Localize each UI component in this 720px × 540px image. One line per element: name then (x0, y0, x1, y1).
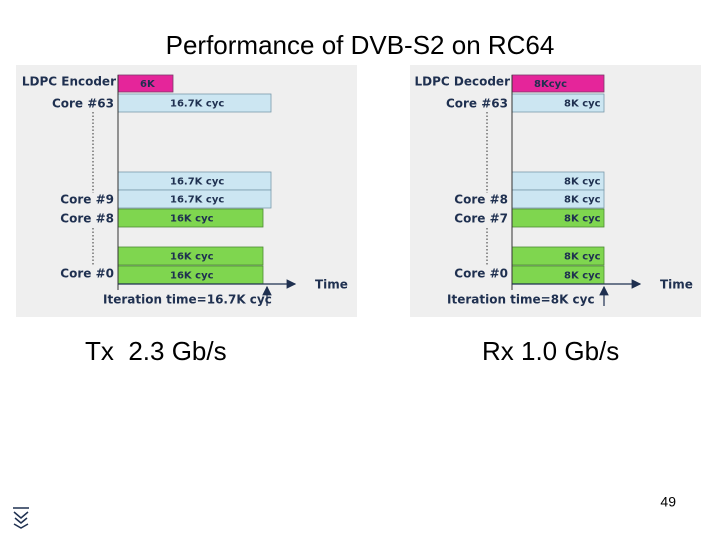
iteration-label: Iteration time=16.7K cyc (103, 293, 272, 307)
logo (13, 507, 29, 529)
cycle-bar-label: 8K cyc (564, 99, 601, 110)
cycle-bar-label: 8K cyc (564, 195, 601, 206)
cycle-bar-label: 16.7K cyc (170, 177, 224, 188)
core-label: Core #8 (60, 212, 114, 226)
cycle-bar-label: 8K cyc (564, 214, 601, 225)
page-number: 49 (660, 494, 676, 510)
iteration-label: Iteration time=8K cyc (447, 293, 595, 307)
cycle-bar-label: 16.7K cyc (170, 99, 224, 110)
core-label: Core #0 (454, 267, 508, 281)
slide-title: Performance of DVB-S2 on RC64 (166, 30, 555, 60)
time-label: Time (660, 278, 693, 292)
throughput: Rx 1.0 Gb/s (482, 336, 619, 366)
cycle-bar-label: 16K cyc (170, 252, 214, 263)
cycle-bar-label: 16K cyc (170, 271, 214, 282)
time-label: Time (315, 278, 348, 292)
core-label: Core #7 (454, 212, 508, 226)
cycle-bar-label: 8K cyc (564, 271, 601, 282)
core-label: Core #0 (60, 267, 114, 281)
throughput: Tx 2.3 Gb/s (85, 336, 227, 366)
header-label: LDPC Decoder (415, 75, 511, 89)
core-label: Core #8 (454, 193, 508, 207)
cycle-bar-label: 16.7K cyc (170, 195, 224, 206)
core-label: Core #9 (60, 193, 114, 207)
header-bar-label: 6K (140, 79, 156, 90)
header-label: LDPC Encoder (22, 75, 116, 89)
core-label: Core #63 (52, 97, 114, 111)
cycle-bar-label: 8K cyc (564, 252, 601, 263)
core-label: Core #63 (446, 97, 508, 111)
header-bar-label: 8Kcyc (534, 79, 567, 90)
cycle-bar-label: 16K cyc (170, 214, 214, 225)
cycle-bar-label: 8K cyc (564, 177, 601, 188)
